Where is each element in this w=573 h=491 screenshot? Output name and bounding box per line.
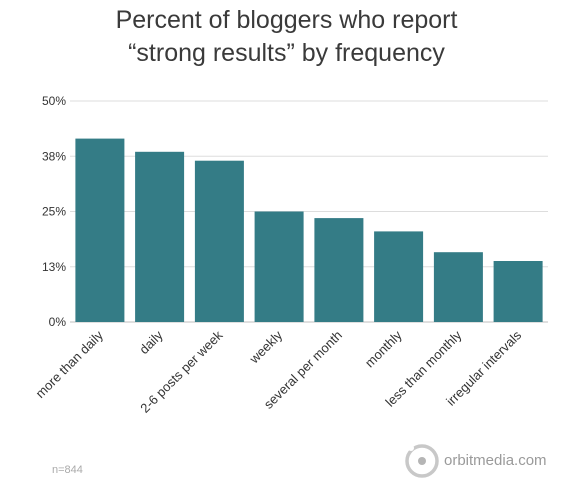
y-tick-label: 50%	[42, 94, 66, 108]
brand-text: orbitmedia.com	[444, 452, 547, 469]
orbit-circle-icon	[405, 444, 439, 478]
y-tick-label: 0%	[49, 315, 67, 329]
chart-title: Percent of bloggers who report “strong r…	[0, 4, 573, 70]
bar	[194, 160, 244, 322]
x-category-label: more than daily	[33, 327, 107, 401]
chart-title-line-2: “strong results” by frequency	[128, 39, 445, 67]
chart-title-line-1: Percent of bloggers who report	[115, 6, 458, 34]
sample-size-note: n=844	[52, 464, 83, 476]
bar	[433, 252, 483, 322]
x-category-label: daily	[136, 327, 166, 357]
y-tick-label: 38%	[42, 149, 66, 163]
bar	[135, 151, 185, 322]
y-tick-label: 25%	[42, 205, 66, 219]
x-category-label: monthly	[362, 327, 405, 370]
bar	[374, 231, 424, 322]
bar	[493, 261, 543, 322]
bar	[254, 211, 304, 322]
bar	[314, 218, 364, 322]
brand-logo: orbitmedia.com	[402, 441, 562, 481]
y-axis-tick-labels: 0% 13% 25% 38% 50%	[42, 94, 66, 329]
bar	[75, 138, 125, 322]
x-category-label: weekly	[246, 327, 286, 367]
y-tick-label: 13%	[42, 260, 66, 274]
bars	[75, 138, 543, 322]
